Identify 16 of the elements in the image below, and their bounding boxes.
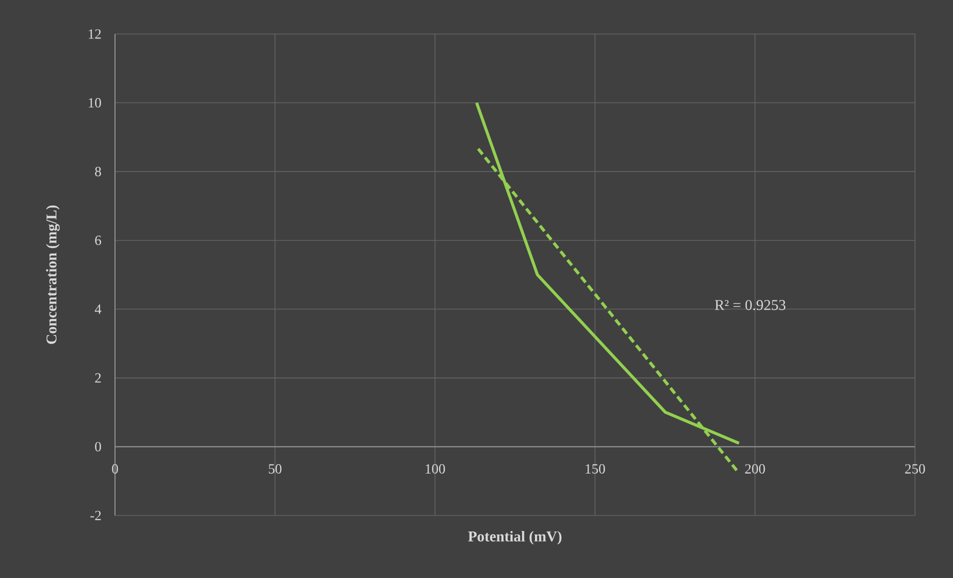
y-tick-label: 10 xyxy=(88,98,101,108)
y-tick-label: 6 xyxy=(95,236,102,246)
x-axis-title: Potential (mV) xyxy=(468,530,562,545)
x-tick-label: 200 xyxy=(745,464,765,474)
y-tick-label: 0 xyxy=(95,442,101,452)
x-tick-label: 250 xyxy=(905,464,925,474)
y-tick-label: 4 xyxy=(94,304,102,314)
y-tick-label: 8 xyxy=(95,166,101,176)
x-tick-label: 50 xyxy=(268,464,282,474)
y-tick-label: 12 xyxy=(88,29,101,39)
y-axis-title: Concentration (mg/L) xyxy=(46,205,60,344)
y-tick-label: 2 xyxy=(95,373,101,383)
x-tick-label: 150 xyxy=(586,464,605,474)
x-tick-label: 100 xyxy=(426,464,445,474)
annotation: R² = 0.9253 xyxy=(714,300,786,310)
y-tick-label: -2 xyxy=(90,510,101,520)
